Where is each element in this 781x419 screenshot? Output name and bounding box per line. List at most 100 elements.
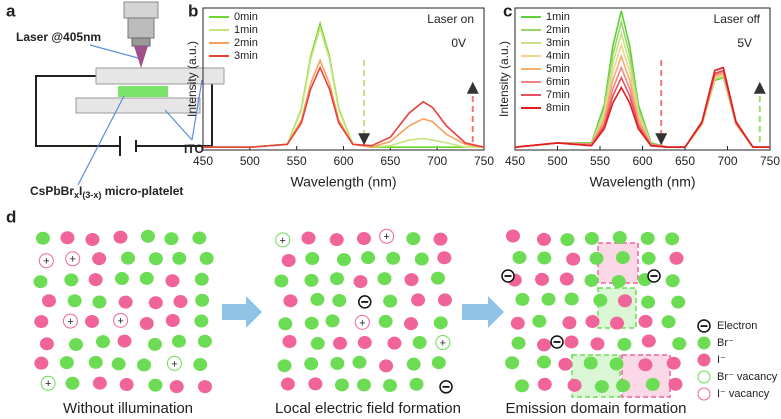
spectrum-line — [203, 58, 485, 149]
ion — [35, 231, 50, 245]
ion — [92, 376, 107, 390]
ion — [593, 293, 608, 307]
y-axis-label: Intensity (a.u.) — [497, 41, 511, 117]
ion — [584, 231, 599, 245]
ion — [114, 272, 129, 286]
ion — [612, 230, 627, 244]
legend-swatch — [697, 387, 711, 401]
ion — [356, 232, 371, 246]
vacancy: + — [70, 254, 76, 266]
vacancy — [113, 312, 129, 328]
ion — [383, 378, 398, 392]
ion — [85, 314, 100, 328]
panel-label: c — [503, 1, 512, 20]
schematic: Laser @405nm ITO CsPbBrxI(3-x) micro-pla… — [16, 1, 225, 200]
ion — [610, 316, 625, 330]
ion — [505, 356, 520, 370]
ion — [197, 334, 212, 348]
ion — [111, 357, 126, 371]
ion — [92, 252, 107, 266]
ion — [537, 338, 552, 352]
ion — [437, 251, 452, 265]
ion — [672, 337, 687, 351]
legend-label: 7min — [546, 89, 570, 101]
panel-label: d — [6, 207, 16, 226]
x-tick-label: 700 — [427, 154, 447, 168]
ion — [171, 334, 186, 348]
vacancy: + — [67, 316, 73, 328]
ion — [59, 356, 74, 370]
legend-label: 0min — [234, 11, 258, 23]
text: (3-x) — [82, 190, 101, 200]
ion — [386, 251, 401, 265]
legend-swatch — [697, 370, 711, 384]
ion — [172, 251, 187, 265]
ion — [140, 229, 155, 243]
ion — [583, 356, 598, 370]
ion — [139, 316, 154, 330]
ion — [617, 337, 632, 351]
ion — [665, 274, 680, 288]
ion — [148, 378, 163, 392]
legend-label: 6min — [546, 76, 570, 88]
ion — [609, 357, 624, 371]
ion — [510, 316, 525, 330]
platelet-label: CsPbBrxI(3-x) micro-platelet — [30, 184, 183, 200]
x-tick-label: 450 — [505, 154, 525, 168]
vacancy — [38, 253, 54, 269]
ion — [514, 379, 529, 393]
ion — [512, 250, 527, 264]
caption: Local electric field formation — [275, 400, 461, 417]
ion — [404, 273, 419, 287]
ion — [278, 317, 293, 331]
ion — [411, 293, 426, 307]
ion — [274, 274, 289, 288]
vacancy — [379, 228, 395, 244]
x-tick-label: 500 — [547, 154, 567, 168]
vacancy: + — [43, 256, 49, 268]
arrow — [222, 296, 262, 328]
ion — [585, 315, 600, 329]
legend-label: 1min — [234, 24, 258, 36]
y-axis-label: Intensity (a.u.) — [185, 41, 199, 117]
ion — [280, 377, 295, 391]
ion — [566, 252, 581, 266]
ion — [194, 272, 209, 286]
ion — [537, 251, 552, 265]
ion — [590, 337, 605, 351]
ion — [361, 251, 376, 265]
legend-label: I⁻ — [717, 354, 726, 366]
ion — [536, 355, 551, 369]
ion — [304, 357, 319, 371]
annotation: 5V — [737, 36, 752, 50]
ion — [357, 336, 372, 350]
ion — [506, 229, 521, 243]
ion — [333, 336, 348, 350]
spectrum-line — [203, 65, 485, 148]
ion — [666, 356, 681, 370]
ion — [406, 357, 421, 371]
ion — [305, 251, 320, 265]
ion — [336, 253, 351, 267]
ion — [148, 296, 163, 310]
legend-label: 2min — [546, 24, 570, 36]
x-tick-label: 700 — [717, 154, 737, 168]
ion — [535, 272, 550, 286]
ion — [117, 334, 132, 348]
ion — [67, 294, 82, 308]
ion — [194, 314, 209, 328]
ion — [95, 335, 110, 349]
ion — [437, 293, 452, 307]
legend-swatch — [697, 336, 711, 350]
ion — [536, 232, 551, 246]
ion — [33, 275, 48, 289]
ion — [433, 316, 448, 330]
ion — [589, 251, 604, 265]
x-axis-label: Wavelength (nm) — [290, 174, 396, 190]
ion — [113, 230, 128, 244]
legend-label: Br⁻ — [717, 337, 734, 349]
legend-label: 2min — [234, 37, 258, 49]
ion — [541, 292, 556, 306]
caption: Without illumination — [63, 400, 193, 417]
